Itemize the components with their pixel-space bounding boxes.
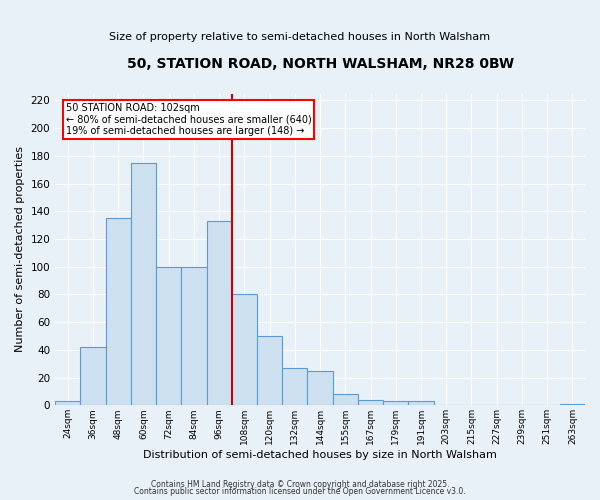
Bar	[257, 336, 282, 406]
Bar	[80, 347, 106, 406]
Text: Contains HM Land Registry data © Crown copyright and database right 2025.: Contains HM Land Registry data © Crown c…	[151, 480, 449, 489]
Bar	[332, 394, 358, 406]
Text: Size of property relative to semi-detached houses in North Walsham: Size of property relative to semi-detach…	[109, 32, 491, 42]
Bar	[131, 163, 156, 406]
Bar	[282, 368, 307, 406]
Text: 50 STATION ROAD: 102sqm
← 80% of semi-detached houses are smaller (640)
19% of s: 50 STATION ROAD: 102sqm ← 80% of semi-de…	[66, 103, 311, 136]
Bar	[409, 401, 434, 406]
Bar	[55, 401, 80, 406]
Bar	[156, 266, 181, 406]
Bar	[307, 370, 332, 406]
Bar	[383, 401, 409, 406]
Bar	[206, 221, 232, 406]
Title: 50, STATION ROAD, NORTH WALSHAM, NR28 0BW: 50, STATION ROAD, NORTH WALSHAM, NR28 0B…	[127, 58, 514, 71]
Bar	[560, 404, 585, 406]
Bar	[181, 266, 206, 406]
Bar	[358, 400, 383, 406]
Bar	[232, 294, 257, 406]
Text: Contains public sector information licensed under the Open Government Licence v3: Contains public sector information licen…	[134, 488, 466, 496]
Bar	[106, 218, 131, 406]
X-axis label: Distribution of semi-detached houses by size in North Walsham: Distribution of semi-detached houses by …	[143, 450, 497, 460]
Y-axis label: Number of semi-detached properties: Number of semi-detached properties	[15, 146, 25, 352]
